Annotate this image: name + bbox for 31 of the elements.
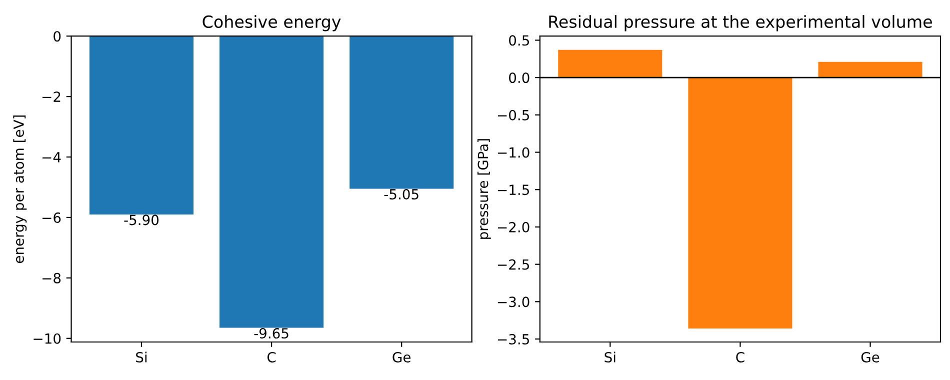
y-axis-title: energy per atom [eV] [13,115,27,264]
x-tick-label: Ge [392,352,411,362]
x-tick-label: Si [604,352,616,362]
chart-title: Residual pressure at the experimental volume [549,15,932,32]
x-tick-label: C [736,352,744,362]
y-tick-label: −0.5 [498,110,529,120]
y-axis-title: pressure [GPa] [477,139,491,239]
y-tick-label: −3.5 [498,334,529,344]
y-tick-label: −2.0 [498,222,530,232]
y-tick-label: −4 [42,152,61,162]
y-tick-label: 0 [54,31,61,42]
y-tick-label: −1.5 [498,184,529,196]
x-tick-label: Si [136,352,147,362]
y-tick-label: −3.0 [498,296,530,308]
y-tick-label: −2.5 [498,259,529,270]
data-label: -5.90 [124,214,159,226]
y-tick-label: −6 [42,212,61,223]
x-tick-label: Ge [861,352,880,362]
y-tick-label: −10 [34,333,61,344]
y-tick-label: 0.0 [509,72,530,84]
bar [558,50,662,78]
bar [688,78,792,329]
data-label: -9.65 [254,328,288,339]
x-tick-label: C [267,352,276,362]
y-tick-label: 0.5 [509,35,529,46]
y-tick-label: −1.0 [498,147,530,158]
bar [818,62,922,78]
y-tick-label: −2 [42,92,60,102]
chart-title: Cohesive energy [202,15,341,32]
y-tick-label: −8 [42,272,61,284]
data-label: -5.05 [384,188,418,200]
